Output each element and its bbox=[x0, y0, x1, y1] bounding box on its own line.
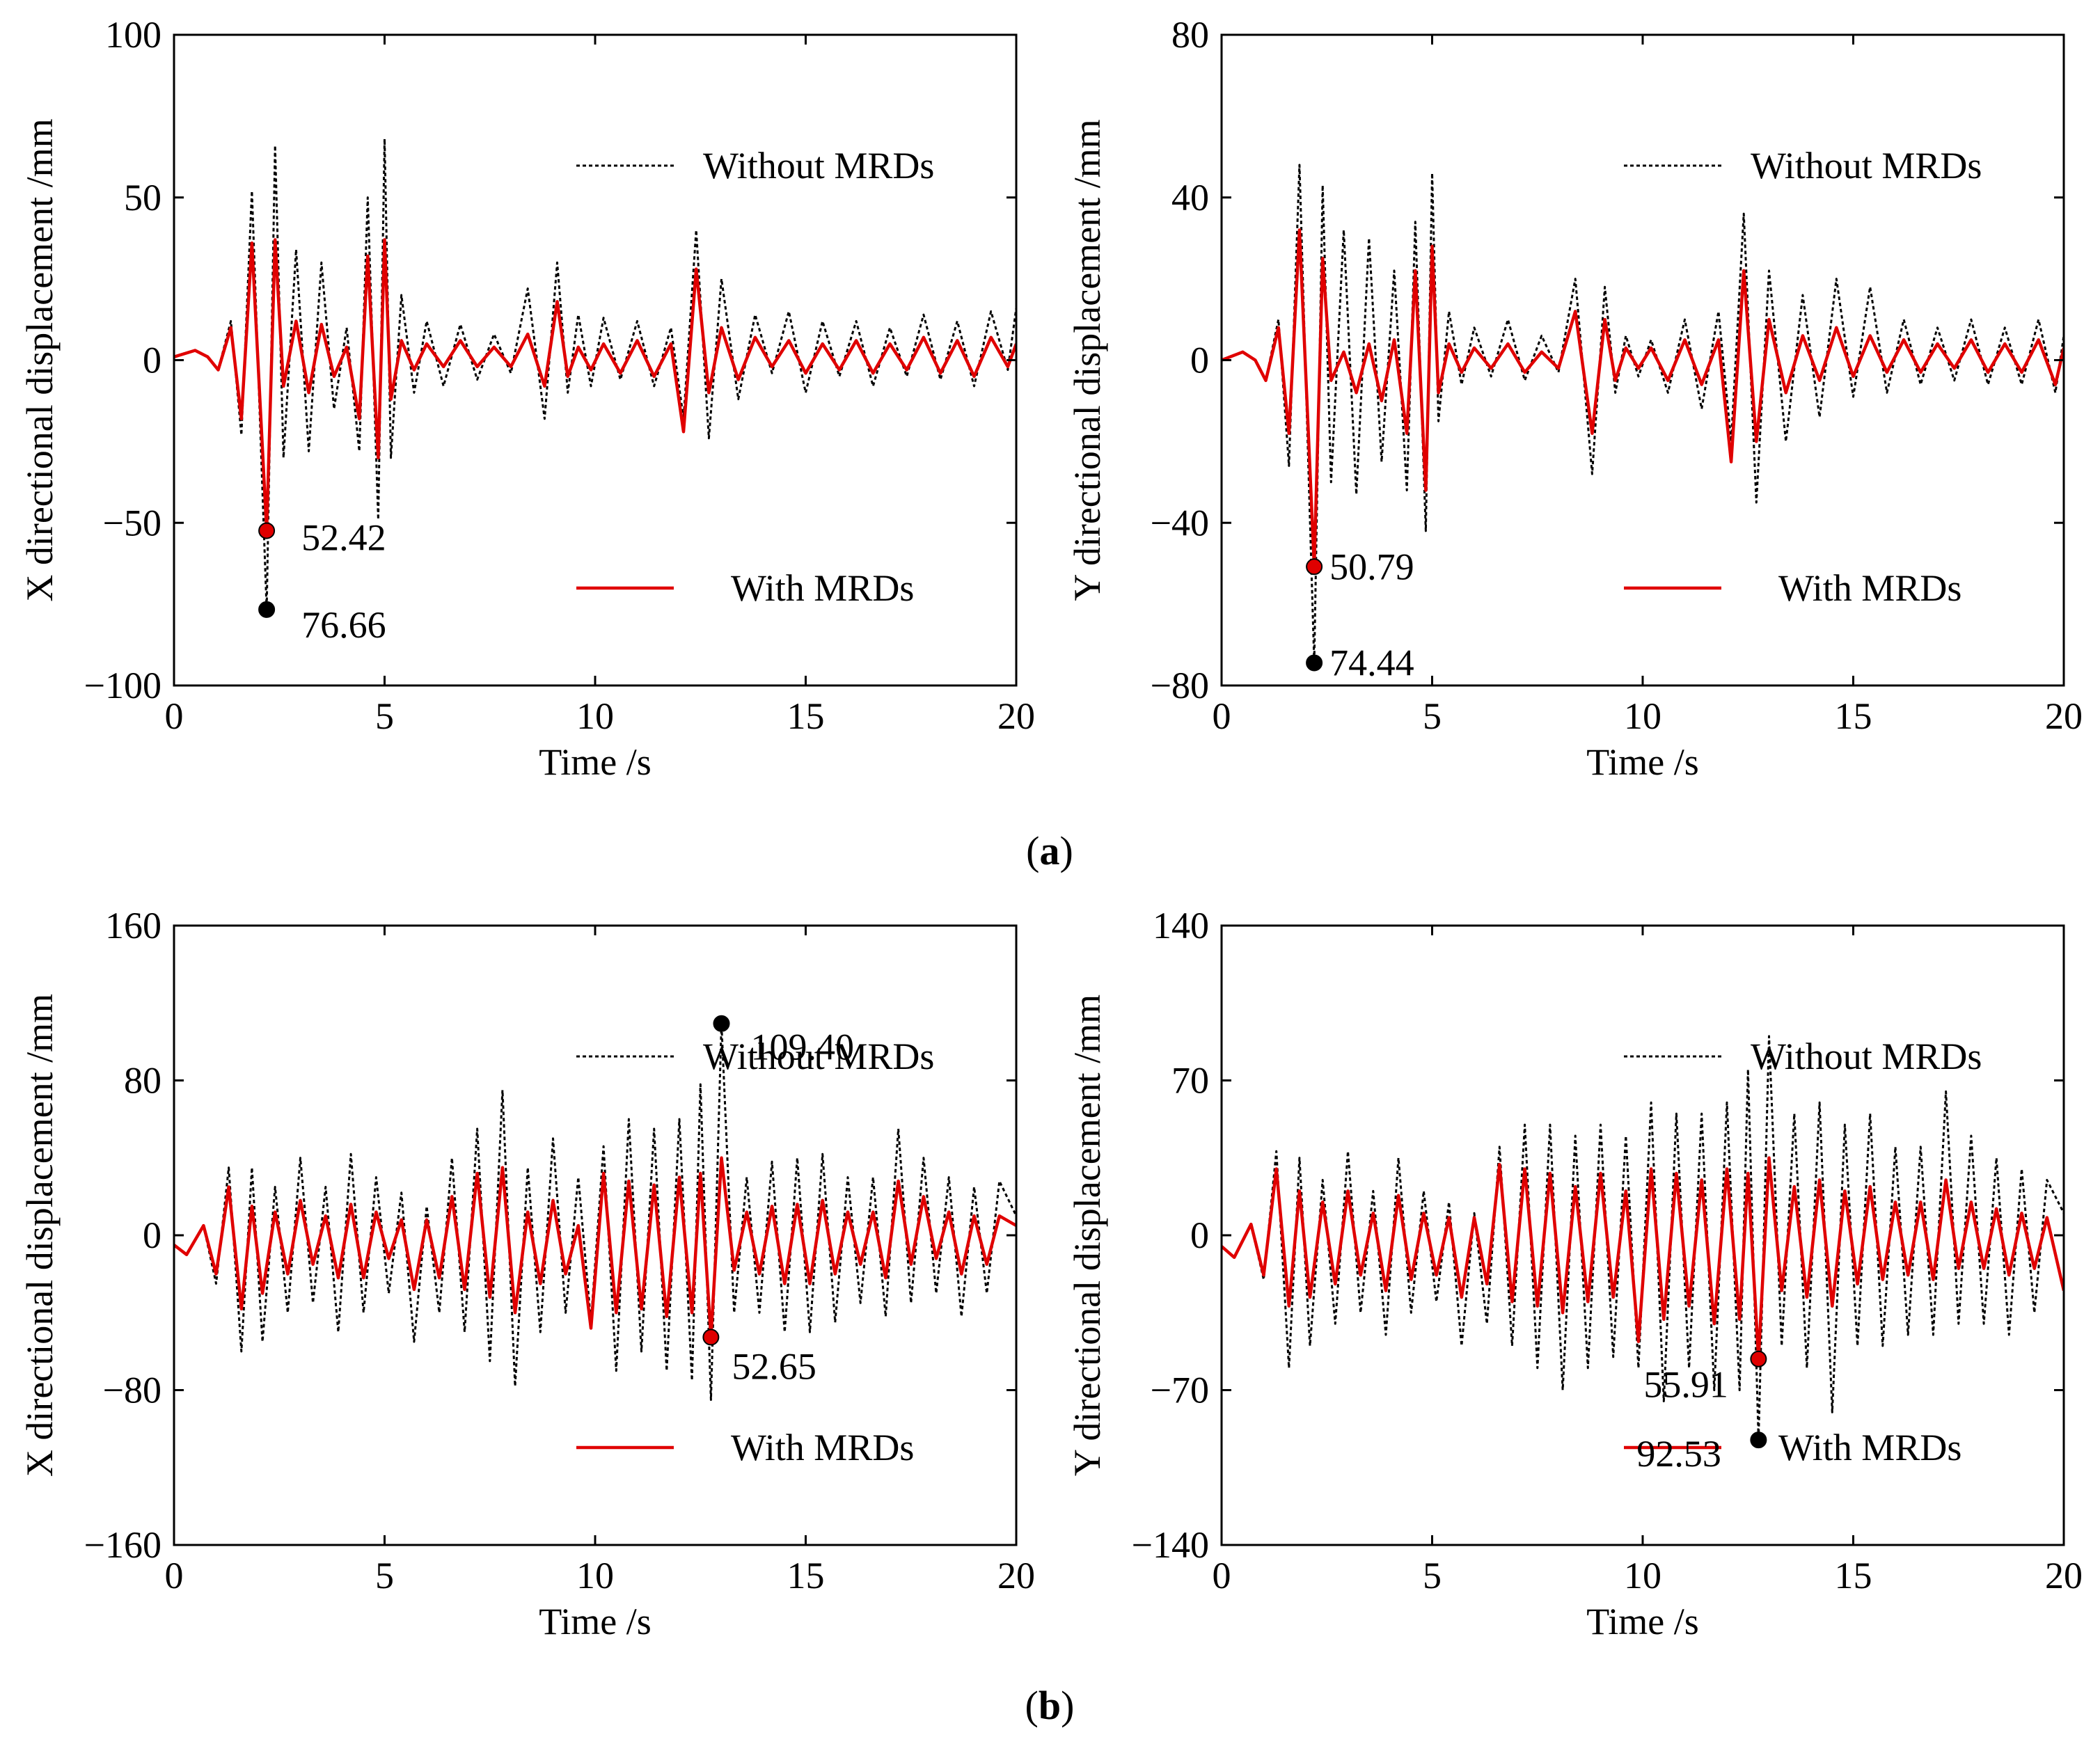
chart-1-xtick-label: 15 bbox=[1835, 695, 1872, 737]
chart-0-peak-label: 76.66 bbox=[301, 604, 386, 646]
chart-2-xtick-label: 15 bbox=[787, 1555, 825, 1596]
chart-2-xtick-label: 5 bbox=[375, 1555, 394, 1596]
chart-1-series-with-mrds bbox=[1222, 228, 2064, 569]
chart-3-series-with-mrds bbox=[1222, 1156, 2064, 1361]
chart-3-peak-label: 92.53 bbox=[1636, 1433, 1721, 1475]
chart-1-ytick-label: 80 bbox=[1171, 14, 1209, 56]
chart-1-legend-label-with-mrds: With MRDs bbox=[1778, 567, 1961, 609]
chart-1-peak-label: 74.44 bbox=[1329, 642, 1414, 684]
chart-2-xtick-label: 10 bbox=[576, 1555, 614, 1596]
chart-2-ytick-label: 80 bbox=[124, 1060, 161, 1102]
chart-3-legend-label-without-mrds: Without MRDs bbox=[1751, 1036, 1982, 1077]
chart-3-xtick-label: 5 bbox=[1423, 1555, 1442, 1596]
chart-0-ylabel: X directional displacement /mm bbox=[19, 118, 61, 601]
chart-2-xlabel: Time /s bbox=[539, 1601, 652, 1642]
chart-3-peak-marker bbox=[1750, 1350, 1767, 1368]
chart-0-peak-marker bbox=[258, 601, 276, 618]
chart-2-ytick-label: −80 bbox=[103, 1370, 161, 1411]
chart-3-xtick-label: 10 bbox=[1624, 1555, 1661, 1596]
chart-0-series-without-mrds bbox=[174, 138, 1016, 611]
chart-1-peak-marker bbox=[1306, 654, 1323, 672]
chart-0-legend-label-with-mrds: With MRDs bbox=[731, 567, 914, 609]
chart-2-legend-label-with-mrds: With MRDs bbox=[731, 1427, 914, 1468]
chart-3-ytick-label: 0 bbox=[1190, 1214, 1209, 1256]
chart-1-xtick-label: 0 bbox=[1213, 695, 1231, 737]
chart-0-ytick-label: −50 bbox=[103, 502, 161, 544]
chart-a-x-displacement: 0 5 10 15 20 −100 −50 0 50 100 Time /s X directiona… bbox=[19, 14, 1035, 783]
chart-2-ytick-label: 160 bbox=[105, 905, 161, 946]
chart-1-series-without-mrds bbox=[1222, 164, 2064, 664]
chart-0-xtick-label: 20 bbox=[997, 695, 1035, 737]
chart-1-xtick-label: 10 bbox=[1624, 695, 1661, 737]
chart-1-ytick-label: 0 bbox=[1190, 340, 1209, 381]
chart-2-series-with-mrds bbox=[174, 1156, 1016, 1339]
chart-2-xtick-label: 20 bbox=[997, 1555, 1035, 1596]
chart-3-ytick-label: 140 bbox=[1153, 905, 1209, 946]
chart-2-peak-marker bbox=[702, 1329, 720, 1346]
chart-0-xtick-label: 15 bbox=[787, 695, 825, 737]
chart-3-xlabel: Time /s bbox=[1586, 1601, 1699, 1642]
chart-2-xtick-label: 0 bbox=[165, 1555, 184, 1596]
chart-1-peak-label: 50.79 bbox=[1329, 546, 1414, 587]
chart-3-ytick-label: 70 bbox=[1171, 1060, 1209, 1102]
chart-0-ytick-label: −100 bbox=[84, 665, 161, 706]
chart-3-ytick-label: −140 bbox=[1132, 1524, 1209, 1566]
chart-0-ytick-label: 50 bbox=[124, 177, 161, 219]
chart-1-xtick-label: 20 bbox=[2045, 695, 2083, 737]
chart-2-ytick-label: 0 bbox=[143, 1214, 161, 1256]
chart-3-xtick-label: 15 bbox=[1835, 1555, 1872, 1596]
chart-1-xtick-label: 5 bbox=[1423, 695, 1442, 737]
chart-2-peak-label: 109.40 bbox=[751, 1026, 855, 1068]
chart-3-peak-label: 55.91 bbox=[1643, 1364, 1728, 1406]
chart-3-ylabel: Y directional displacement /mm bbox=[1066, 994, 1108, 1476]
chart-1-legend-label-without-mrds: Without MRDs bbox=[1751, 145, 1982, 187]
chart-1-ylabel: Y directional displacement /mm bbox=[1066, 119, 1108, 601]
chart-0-xlabel: Time /s bbox=[539, 741, 652, 783]
chart-2-ylabel: X directional displacement /mm bbox=[19, 994, 61, 1477]
chart-3-xtick-label: 0 bbox=[1213, 1555, 1231, 1596]
chart-0-xtick-label: 10 bbox=[576, 695, 614, 737]
chart-0-peak-label: 52.42 bbox=[301, 517, 386, 559]
chart-1-ytick-label: −80 bbox=[1151, 665, 1209, 706]
chart-0-legend-label-without-mrds: Without MRDs bbox=[703, 145, 934, 187]
chart-2-peak-marker bbox=[713, 1015, 730, 1032]
chart-2-series-without-mrds bbox=[174, 1022, 1016, 1401]
chart-3-ytick-label: −70 bbox=[1151, 1370, 1209, 1411]
chart-0-xtick-label: 5 bbox=[375, 695, 394, 737]
chart-0-xtick-label: 0 bbox=[165, 695, 184, 737]
chart-b-y-displacement: 0 5 10 15 20 −140 −70 0 70 140 Time /s Y directiona… bbox=[1066, 905, 2083, 1642]
chart-1-ytick-label: 40 bbox=[1171, 177, 1209, 219]
chart-2-peak-label: 52.65 bbox=[732, 1345, 816, 1387]
panel-label-b: (b) bbox=[1025, 1683, 1075, 1728]
chart-3-legend-label-with-mrds: With MRDs bbox=[1778, 1427, 1961, 1468]
panel-label-a: (a) bbox=[1026, 828, 1073, 873]
chart-2-legend-label-without-mrds: Without MRDs bbox=[703, 1036, 934, 1077]
chart-2-ytick-label: −160 bbox=[84, 1524, 161, 1566]
chart-0-ytick-label: 0 bbox=[143, 340, 161, 381]
chart-1-xlabel: Time /s bbox=[1586, 741, 1699, 783]
chart-a-y-displacement: 0 5 10 15 20 −80 −40 0 40 80 Time /s Y directional … bbox=[1066, 14, 2083, 783]
chart-3-peak-marker bbox=[1750, 1432, 1767, 1449]
chart-0-ytick-label: 100 bbox=[105, 14, 161, 56]
chart-1-peak-marker bbox=[1306, 558, 1323, 576]
chart-0-series-with-mrds bbox=[174, 238, 1016, 532]
chart-1-ytick-label: −40 bbox=[1151, 502, 1209, 544]
chart-0-peak-marker bbox=[258, 522, 276, 539]
chart-3-xtick-label: 20 bbox=[2045, 1555, 2083, 1596]
chart-b-x-displacement: 0 5 10 15 20 −160 −80 0 80 160 Time /s X directiona… bbox=[19, 905, 1035, 1642]
